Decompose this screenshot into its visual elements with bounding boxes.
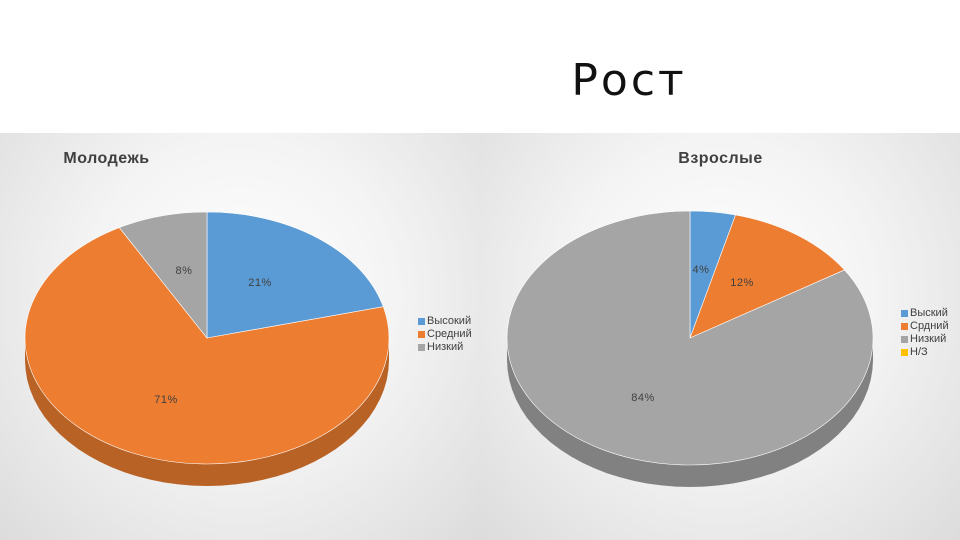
legend-label: Средний <box>427 328 472 340</box>
legend-label: Высокий <box>427 315 472 327</box>
pie-side-3 <box>507 338 873 487</box>
legend-swatch <box>418 318 425 325</box>
pie-side-2 <box>25 338 389 486</box>
legend-item: Низкий <box>418 341 472 354</box>
data-label: 71% <box>154 394 178 406</box>
data-label: 8% <box>176 265 193 277</box>
legend-label: Низкий <box>427 341 464 353</box>
legend-item: Высокий <box>418 315 472 328</box>
data-label: 84% <box>631 392 655 404</box>
pie-slice-2 <box>24 227 390 465</box>
legend-swatch <box>901 310 908 317</box>
pie-slice-3 <box>118 211 208 339</box>
pie-chart-adults: 4% 12% 84% <box>506 210 874 487</box>
legend-swatch <box>901 323 908 330</box>
legend: Выский Срдний Низкий Н/З <box>901 307 949 359</box>
pie-slice-2 <box>689 214 846 339</box>
legend-label: Срдний <box>910 320 949 332</box>
legend-swatch <box>901 349 908 356</box>
chart-panel-adults: Взрослые 4% 12% 84% Выский Срдний Низкий Н… <box>481 133 960 540</box>
legend: Высокий Средний Низкий <box>418 315 472 354</box>
legend-item: Н/З <box>901 346 949 359</box>
legend-label: Н/З <box>910 346 928 358</box>
legend-label: Низкий <box>910 333 947 345</box>
legend-swatch <box>418 331 425 338</box>
legend-item: Средний <box>418 328 472 341</box>
pie-slice-1 <box>206 211 384 339</box>
chart-panel-youth: Молодежь 21% 71% 8% Высокий Средний Низкий <box>0 133 481 540</box>
chart-title: Молодежь <box>63 150 150 167</box>
legend-item: Срдний <box>901 320 949 333</box>
data-label: 21% <box>248 277 272 289</box>
pie-slice-3 <box>506 210 874 466</box>
legend-label: Выский <box>910 307 948 319</box>
legend-item: Низкий <box>901 333 949 346</box>
slide-title: Рост <box>571 55 687 106</box>
data-label: 4% <box>693 264 710 276</box>
legend-item: Выский <box>901 307 949 320</box>
legend-swatch <box>418 344 425 351</box>
legend-swatch <box>901 336 908 343</box>
data-label: 12% <box>730 277 754 289</box>
pie-chart-youth: 21% 71% 8% <box>24 211 390 486</box>
chart-title: Взрослые <box>678 150 763 167</box>
